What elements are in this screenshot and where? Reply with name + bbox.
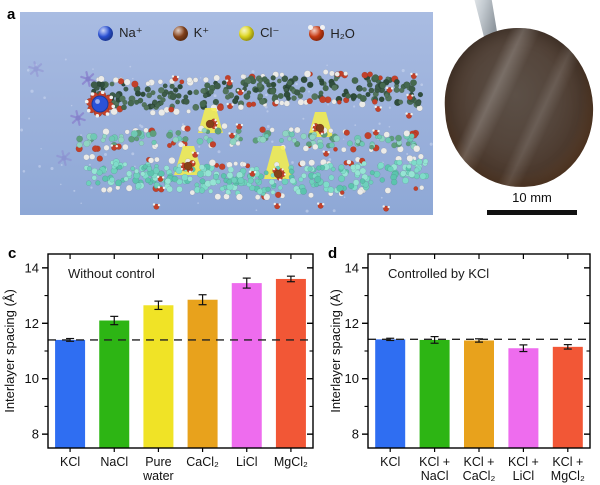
svg-text:LiCl: LiCl (513, 469, 535, 483)
scale-bar-label: 10 mm (512, 190, 552, 205)
ion-legend: Na⁺ K⁺ Cl⁻ H₂O (20, 24, 433, 41)
svg-text:KCl: KCl (380, 455, 400, 469)
scale-bar (487, 210, 577, 215)
svg-text:Interlayer spacing (Å): Interlayer spacing (Å) (330, 289, 343, 413)
svg-text:KCl +: KCl + (464, 455, 495, 469)
sodium-ion-icon (98, 25, 114, 41)
panel-label-d: d (328, 245, 338, 262)
membrane-disc (440, 24, 598, 191)
legend-label: Cl⁻ (260, 25, 280, 40)
svg-text:NaCl: NaCl (100, 455, 128, 469)
svg-text:10: 10 (25, 371, 39, 386)
svg-text:KCl: KCl (60, 455, 80, 469)
svg-text:Controlled by KCl: Controlled by KCl (388, 266, 489, 281)
svg-text:KCl +: KCl + (552, 455, 583, 469)
svg-text:Pure: Pure (145, 455, 171, 469)
panel-a-illustration: Na⁺ K⁺ Cl⁻ H₂O (20, 12, 433, 215)
svg-text:KCl +: KCl + (419, 455, 450, 469)
svg-text:8: 8 (32, 427, 39, 442)
svg-text:KCl +: KCl + (508, 455, 539, 469)
legend-label: H₂O (330, 25, 355, 41)
svg-text:water: water (142, 469, 174, 483)
svg-text:LiCl: LiCl (236, 455, 258, 469)
svg-text:10: 10 (345, 371, 359, 386)
svg-text:MgCl₂: MgCl₂ (274, 455, 308, 469)
legend-item-cl: Cl⁻ (239, 25, 279, 41)
panel-label-c: c (8, 245, 17, 262)
molecular-dynamics-illustration (20, 58, 433, 213)
svg-text:Without control: Without control (68, 266, 155, 281)
svg-text:Interlayer spacing (Å): Interlayer spacing (Å) (2, 289, 17, 413)
legend-item-na: Na⁺ (98, 25, 143, 41)
water-molecule-icon (308, 24, 326, 41)
chloride-ion-icon (239, 25, 255, 41)
legend-label: Na⁺ (119, 25, 143, 40)
panel-b-photo: 10 mm (433, 0, 600, 238)
panel-label-a: a (7, 6, 16, 23)
legend-label: K⁺ (193, 25, 210, 40)
svg-text:12: 12 (345, 316, 359, 331)
svg-text:12: 12 (25, 316, 39, 331)
svg-text:14: 14 (345, 260, 359, 275)
svg-text:NaCl: NaCl (421, 469, 449, 483)
svg-text:CaCl₂: CaCl₂ (186, 455, 219, 469)
svg-text:14: 14 (25, 260, 39, 275)
legend-item-h2o: H₂O (308, 24, 355, 41)
svg-text:MgCl₂: MgCl₂ (551, 469, 585, 483)
potassium-ion-icon (172, 25, 188, 41)
svg-text:8: 8 (352, 427, 359, 442)
svg-text:CaCl₂: CaCl₂ (463, 469, 496, 483)
legend-item-k: K⁺ (172, 25, 210, 41)
